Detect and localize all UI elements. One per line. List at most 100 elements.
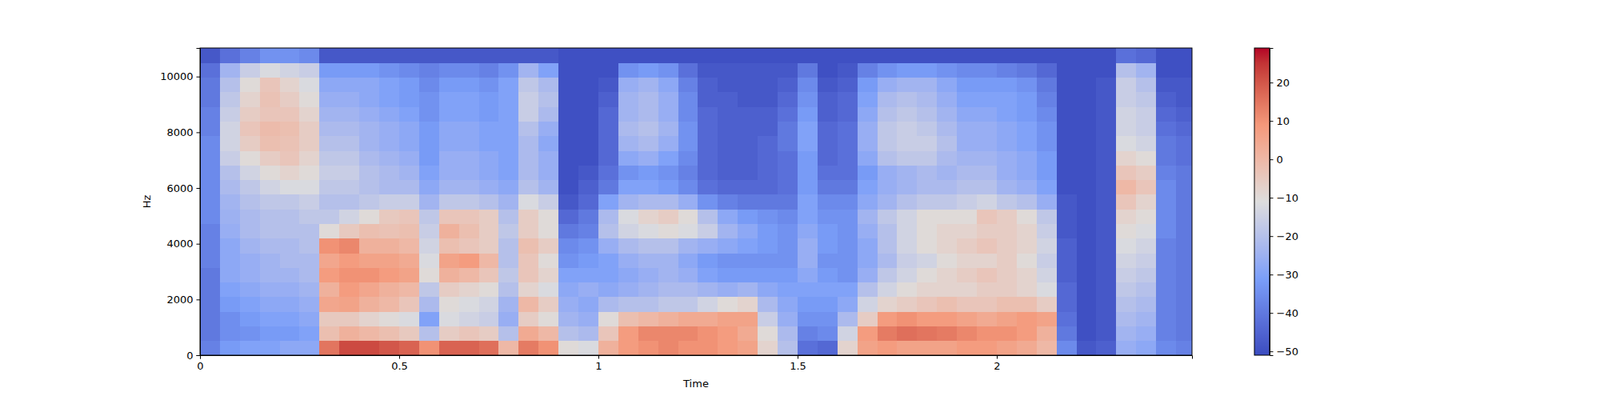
- cell: [737, 311, 758, 327]
- cell: [379, 238, 400, 254]
- cell: [618, 194, 639, 210]
- cell: [240, 267, 260, 283]
- cell: [260, 106, 280, 122]
- cell: [956, 340, 977, 356]
- cell: [518, 340, 539, 356]
- cell: [1076, 150, 1097, 166]
- cell: [1176, 62, 1192, 78]
- cell: [737, 238, 758, 254]
- cell: [280, 223, 300, 239]
- cell: [678, 180, 699, 196]
- cell: [280, 282, 300, 298]
- cell: [339, 282, 360, 298]
- cell: [379, 296, 400, 312]
- cell: [1016, 223, 1037, 239]
- cell: [658, 223, 679, 239]
- cell: [817, 340, 838, 356]
- cell: [996, 208, 1017, 224]
- cell: [777, 340, 798, 356]
- cell: [857, 106, 878, 122]
- cell: [697, 164, 718, 180]
- tick-label: 2000: [166, 293, 193, 306]
- tick: 8000: [166, 126, 200, 139]
- cell: [200, 325, 220, 341]
- cell: [359, 238, 380, 254]
- cell: [459, 296, 480, 312]
- cell: [578, 136, 599, 152]
- cell: [498, 296, 519, 312]
- cell: [598, 62, 619, 78]
- cell: [857, 267, 878, 283]
- cell: [976, 252, 997, 268]
- cell: [678, 62, 699, 78]
- cell: [817, 136, 838, 152]
- cell: [359, 296, 380, 312]
- cell: [956, 48, 977, 64]
- cell: [339, 77, 360, 93]
- cell: [339, 48, 360, 64]
- cell: [757, 48, 778, 64]
- cell: [359, 208, 380, 224]
- cell: [797, 48, 818, 64]
- cell: [240, 136, 260, 152]
- cell: [479, 92, 500, 108]
- cell: [578, 208, 599, 224]
- cell: [797, 282, 818, 298]
- cell: [1136, 120, 1156, 136]
- cell: [419, 296, 440, 312]
- tick-label: −50: [1276, 345, 1299, 358]
- cell: [618, 311, 639, 327]
- cell: [916, 48, 937, 64]
- cell: [518, 194, 539, 210]
- cell: [379, 120, 400, 136]
- cell: [200, 150, 220, 166]
- cell: [717, 267, 738, 283]
- cell: [379, 106, 400, 122]
- cell: [877, 120, 898, 136]
- cell: [299, 252, 320, 268]
- tick: 0.5: [391, 355, 408, 372]
- cell: [299, 136, 320, 152]
- cell: [678, 223, 699, 239]
- cell: [319, 296, 340, 312]
- cell: [837, 252, 858, 268]
- cell: [1116, 194, 1136, 210]
- cell: [319, 77, 340, 93]
- cell: [220, 62, 240, 78]
- cell: [1136, 106, 1156, 122]
- cell: [498, 106, 519, 122]
- cell: [896, 238, 917, 254]
- cell: [877, 208, 898, 224]
- cell: [359, 325, 380, 341]
- cell: [717, 311, 738, 327]
- cell: [1116, 311, 1136, 327]
- cell: [976, 325, 997, 341]
- cell: [339, 194, 360, 210]
- tick-mark: [996, 355, 998, 360]
- cell: [737, 194, 758, 210]
- cell: [1156, 164, 1176, 180]
- cell: [538, 62, 559, 78]
- cell: [777, 208, 798, 224]
- cell: [1176, 48, 1192, 64]
- cell: [936, 62, 957, 78]
- tick-mark: [196, 299, 201, 300]
- cell: [976, 62, 997, 78]
- cell: [1076, 311, 1097, 327]
- cell: [379, 92, 400, 108]
- cell: [658, 180, 679, 196]
- cell: [638, 252, 659, 268]
- cell: [1136, 92, 1156, 108]
- cell: [1096, 296, 1116, 312]
- cell: [737, 62, 758, 78]
- cell: [658, 92, 679, 108]
- tick: 1: [595, 355, 602, 372]
- cell: [1116, 62, 1136, 78]
- cell: [598, 77, 619, 93]
- cell: [379, 223, 400, 239]
- cell: [976, 92, 997, 108]
- cell: [479, 238, 500, 254]
- cell: [498, 150, 519, 166]
- cell: [479, 194, 500, 210]
- cell: [598, 208, 619, 224]
